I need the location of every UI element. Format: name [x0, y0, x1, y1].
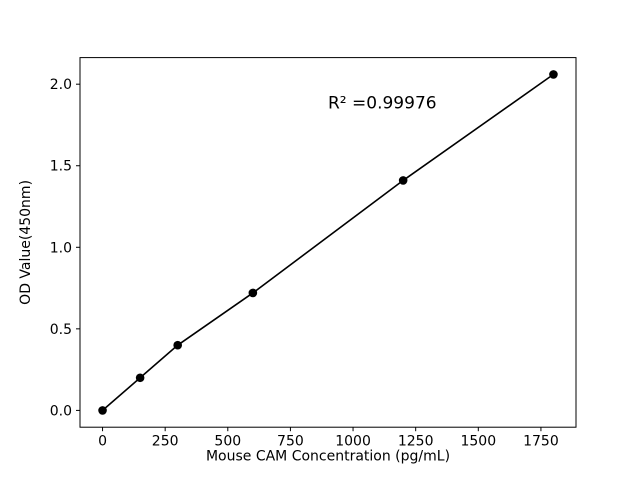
x-tick-label: 750	[277, 434, 304, 450]
y-axis-label: OD Value(450nm)	[18, 180, 34, 305]
y-tick-label: 0.5	[50, 322, 72, 338]
x-tick-label: 1000	[335, 434, 371, 450]
x-tick-label: 1750	[523, 434, 559, 450]
x-tick-label: 1500	[460, 434, 496, 450]
r-squared-annotation: R² =0.99976	[328, 94, 437, 114]
data-point	[398, 176, 408, 185]
x-tick-label: 250	[152, 434, 179, 450]
y-tick-label: 0.0	[50, 403, 72, 419]
y-tick-label: 2.0	[50, 77, 72, 93]
data-point	[549, 70, 558, 79]
x-tick-label: 1250	[398, 434, 434, 450]
x-tick-label: 500	[214, 434, 241, 450]
y-tick-label: 1.0	[50, 240, 72, 256]
y-tick-label: 1.5	[50, 159, 72, 175]
data-point	[135, 373, 145, 383]
data-point	[248, 288, 258, 298]
x-axis-label: Mouse CAM Concentration (pg/mL)	[206, 449, 450, 465]
data-point	[98, 406, 107, 415]
data-point	[173, 340, 182, 350]
fit-line	[102, 73, 554, 412]
x-tick-label: 0	[98, 434, 107, 450]
plot-border	[79, 57, 577, 428]
